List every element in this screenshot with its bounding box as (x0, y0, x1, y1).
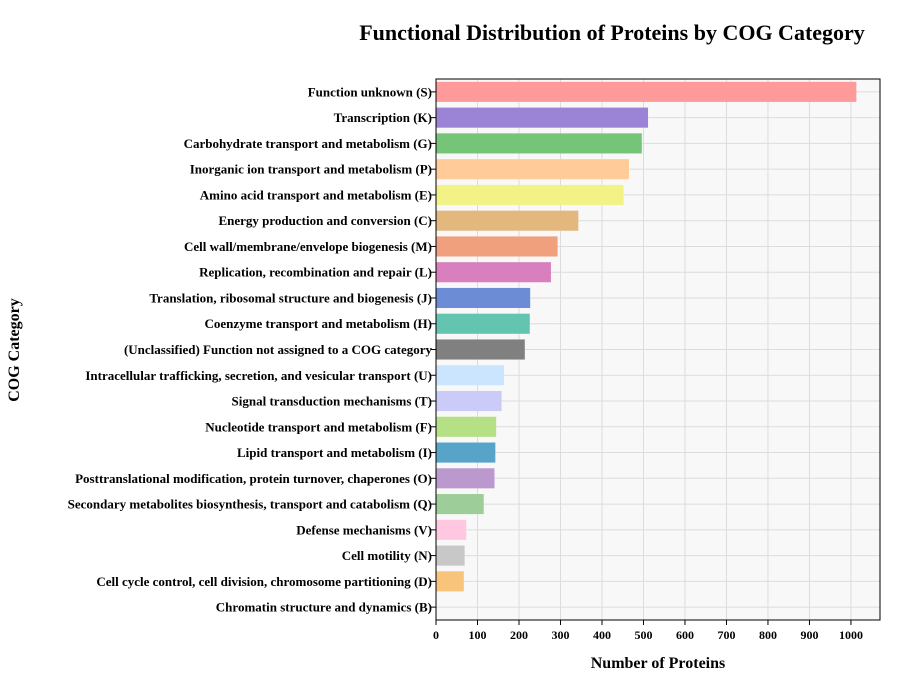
x-axis-ticks: 0 100 200 300 400 500 600 700 800 900 1000 (433, 620, 863, 642)
category-label: Translation, ribosomal structure and bio… (149, 290, 432, 305)
category-label: Posttranslational modification, protein … (75, 471, 432, 486)
category-label: Cell cycle control, cell division, chrom… (96, 574, 432, 589)
category-label: Transcription (K) (334, 110, 432, 125)
bar (436, 184, 624, 205)
category-label: Inorganic ion transport and metabolism (… (190, 162, 432, 177)
category-label: Lipid transport and metabolism (I) (237, 445, 432, 460)
x-tick-label: 300 (551, 628, 569, 642)
category-label: Function unknown (S) (308, 84, 432, 99)
category-label: (Unclassified) Function not assigned to … (124, 342, 433, 357)
bar (436, 390, 502, 412)
category-label: Nucleotide transport and metabolism (F) (205, 419, 432, 434)
bar (436, 545, 465, 566)
bar (436, 287, 531, 309)
category-label: Amino acid transport and metabolism (E) (200, 187, 432, 202)
bar (436, 339, 525, 360)
bar (436, 210, 579, 231)
bar (436, 571, 464, 592)
category-label: Energy production and conversion (C) (218, 213, 432, 228)
category-label: Chromatin structure and dynamics (B) (216, 600, 432, 615)
x-tick-label: 500 (634, 628, 652, 642)
bar (436, 313, 530, 334)
category-label: Signal transduction mechanisms (T) (232, 394, 432, 409)
chart-title: Functional Distribution of Proteins by C… (359, 20, 865, 45)
bar (436, 236, 558, 257)
x-tick-label: 200 (510, 628, 528, 642)
category-labels: Function unknown (S) Transcription (K) Car… (68, 84, 436, 615)
bar (436, 416, 497, 437)
x-tick-label: 400 (593, 628, 611, 642)
x-tick-label: 100 (468, 628, 486, 642)
bar (436, 365, 505, 386)
bars (436, 81, 857, 592)
bar (436, 81, 857, 102)
bar (436, 159, 629, 180)
bar (436, 107, 649, 128)
x-axis-title: Number of Proteins (591, 655, 726, 672)
category-label: Intracellular trafficking, secretion, an… (85, 368, 432, 383)
category-label: Carbohydrate transport and metabolism (G… (184, 136, 432, 151)
category-label: Replication, recombination and repair (L… (199, 265, 432, 280)
x-tick-label: 1000 (839, 628, 863, 642)
bar (436, 442, 496, 463)
category-label: Cell wall/membrane/envelope biogenesis (… (184, 239, 432, 254)
category-label: Secondary metabolites biosynthesis, tran… (68, 497, 432, 512)
bar (436, 519, 467, 540)
category-label: Cell motility (N) (342, 548, 432, 563)
x-tick-label: 800 (759, 628, 777, 642)
x-tick-label: 600 (676, 628, 694, 642)
y-axis-title: COG Category (6, 298, 23, 402)
x-tick-label: 700 (717, 628, 735, 642)
bar (436, 133, 642, 154)
bar (436, 468, 495, 489)
bar (436, 494, 484, 515)
x-tick-label: 900 (800, 628, 818, 642)
category-label: Coenzyme transport and metabolism (H) (205, 316, 432, 331)
x-tick-label: 0 (433, 628, 439, 642)
category-label: Defense mechanisms (V) (296, 522, 432, 537)
bar (436, 262, 551, 283)
